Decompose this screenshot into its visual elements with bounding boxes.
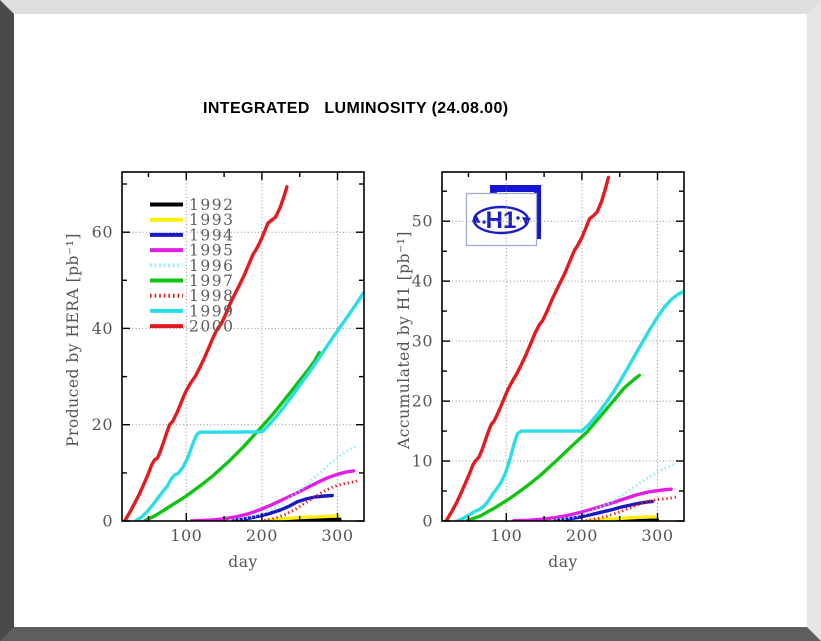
h1-logo-arrow-left bbox=[471, 214, 481, 223]
y-tick-label: 40 bbox=[412, 272, 433, 291]
curve-1998 bbox=[585, 495, 678, 521]
x-axis-label: day bbox=[228, 553, 257, 571]
plot-canvas: INTEGRATED LUMINOSITY (24.08.00) H1 0 20 4… bbox=[14, 14, 807, 627]
y-tick-label: 0 bbox=[422, 512, 433, 531]
h1-logo: H1 bbox=[465, 184, 545, 250]
legend-label-1998: 1998 bbox=[189, 287, 234, 305]
x-tick-label: 200 bbox=[566, 526, 598, 545]
h1-logo-graphic: H1 bbox=[465, 185, 541, 247]
right-plot: 0 10 20 30 40 50 100 200 300 day Accumulated by H1… bbox=[395, 171, 685, 571]
plot-frame bbox=[441, 171, 685, 522]
legend-label-1992: 1992 bbox=[189, 196, 234, 214]
chart-title: INTEGRATED LUMINOSITY (24.08.00) bbox=[203, 100, 509, 117]
y-tick-label: 0 bbox=[102, 512, 113, 531]
y-tick-label: 40 bbox=[92, 319, 113, 338]
y-axis-label: Accumulated by H1 [pb⁻¹] bbox=[395, 231, 413, 450]
y-tick-label: 50 bbox=[412, 212, 433, 231]
x-tick-label: 300 bbox=[641, 526, 673, 545]
legend-label-1997: 1997 bbox=[189, 272, 234, 290]
legend-label-1993: 1993 bbox=[189, 211, 234, 229]
h1-logo-dot-right bbox=[516, 216, 520, 220]
left-plot: 0 20 40 60 100 200 300 day Produced by HERA [pb⁻… bbox=[64, 171, 365, 571]
x-axis-label: day bbox=[548, 553, 577, 571]
series-curves bbox=[123, 185, 364, 521]
curve-1995 bbox=[512, 487, 673, 521]
legend-label-1994: 1994 bbox=[189, 226, 234, 244]
curve-1997 bbox=[465, 373, 642, 521]
legend-label-2000: 2000 bbox=[189, 318, 234, 336]
y-tick-label: 20 bbox=[412, 392, 433, 411]
curve-1993 bbox=[264, 514, 340, 521]
x-tick-label: 300 bbox=[321, 526, 353, 545]
legend-label-1995: 1995 bbox=[189, 242, 234, 260]
y-tick-label: 30 bbox=[412, 332, 433, 351]
curve-1999 bbox=[133, 291, 364, 521]
legend-label-1999: 1999 bbox=[189, 302, 234, 320]
y-tick-label: 60 bbox=[92, 223, 113, 242]
y-tick-label: 10 bbox=[412, 452, 433, 471]
plot-frame bbox=[121, 171, 365, 522]
curve-1994 bbox=[232, 493, 334, 521]
curve-1995 bbox=[189, 469, 356, 521]
legend-label-1996: 1996 bbox=[189, 257, 234, 275]
x-tick-label: 200 bbox=[246, 526, 278, 545]
h1-logo-arrow-right bbox=[522, 217, 531, 226]
curve-2000 bbox=[123, 185, 289, 521]
curve-1996 bbox=[229, 444, 358, 521]
x-tick-label: 100 bbox=[170, 526, 202, 545]
x-tick-label: 100 bbox=[490, 526, 522, 545]
curve-2000 bbox=[444, 175, 611, 521]
h1-logo-text: H1 bbox=[486, 207, 517, 234]
curve-1994 bbox=[553, 499, 654, 521]
curve-1999 bbox=[456, 290, 684, 521]
y-tick-label: 20 bbox=[92, 415, 113, 434]
series-curves bbox=[444, 175, 684, 521]
y-axis-label: Produced by HERA [pb⁻¹] bbox=[64, 233, 82, 447]
curve-1993 bbox=[585, 515, 657, 521]
